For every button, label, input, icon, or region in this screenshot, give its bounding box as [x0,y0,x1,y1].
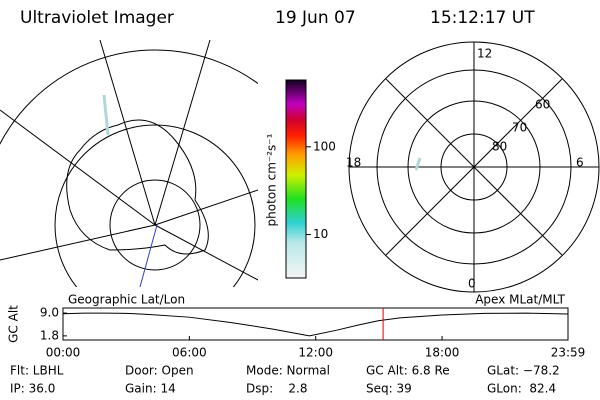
colorbar [285,79,307,279]
mlt-label: 0 [468,277,476,291]
x-tick-label: 00:00 [46,346,81,360]
y-axis-label: GC Alt [7,305,21,343]
lat-label: 80 [492,140,507,154]
geo-map [0,40,258,287]
status-field: GC Alt: 6.8 Re [366,364,450,378]
colorbar-tick-label: 10 [313,227,328,241]
alt-line [62,312,569,337]
colorbar-tick-label: 100 [313,139,336,153]
status-field: Gain: 14 [125,382,176,396]
status-field: Door: Open [125,364,194,378]
mlt-label: 12 [477,47,492,61]
date: 19 Jun 07 [275,8,356,28]
status-field: GLat: −78.2 [487,364,560,378]
x-tick-label: 23:59 [551,346,586,360]
y-tick-label: 9.0 [40,306,59,320]
alt-plot-frame [62,307,569,341]
time: 15:12:17 UT [430,8,535,28]
x-tick-label: 06:00 [172,346,207,360]
mlt-label: 6 [576,156,584,170]
title: Ultraviolet Imager [20,8,174,28]
colorbar-label: photon cm⁻²s⁻¹ [265,133,279,226]
status-field: IP: 36.0 [10,382,55,396]
y-tick-label: 1.8 [40,328,59,342]
polar-grid [348,41,600,293]
panel-label: Apex MLat/MLT [475,293,565,307]
mlt-label: 18 [346,156,361,170]
lat-label: 60 [535,98,550,112]
x-tick-label: 18:00 [425,346,460,360]
panel-label: Geographic Lat/Lon [68,293,185,307]
lat-label: 70 [512,121,527,135]
status-field: Dsp: 2.8 [246,382,308,396]
status-field: GLon: 82.4 [487,382,556,396]
status-field: Seq: 39 [366,382,412,396]
status-field: Flt: LBHL [10,364,64,378]
x-tick-label: 12:00 [298,346,333,360]
status-field: Mode: Normal [246,364,330,378]
